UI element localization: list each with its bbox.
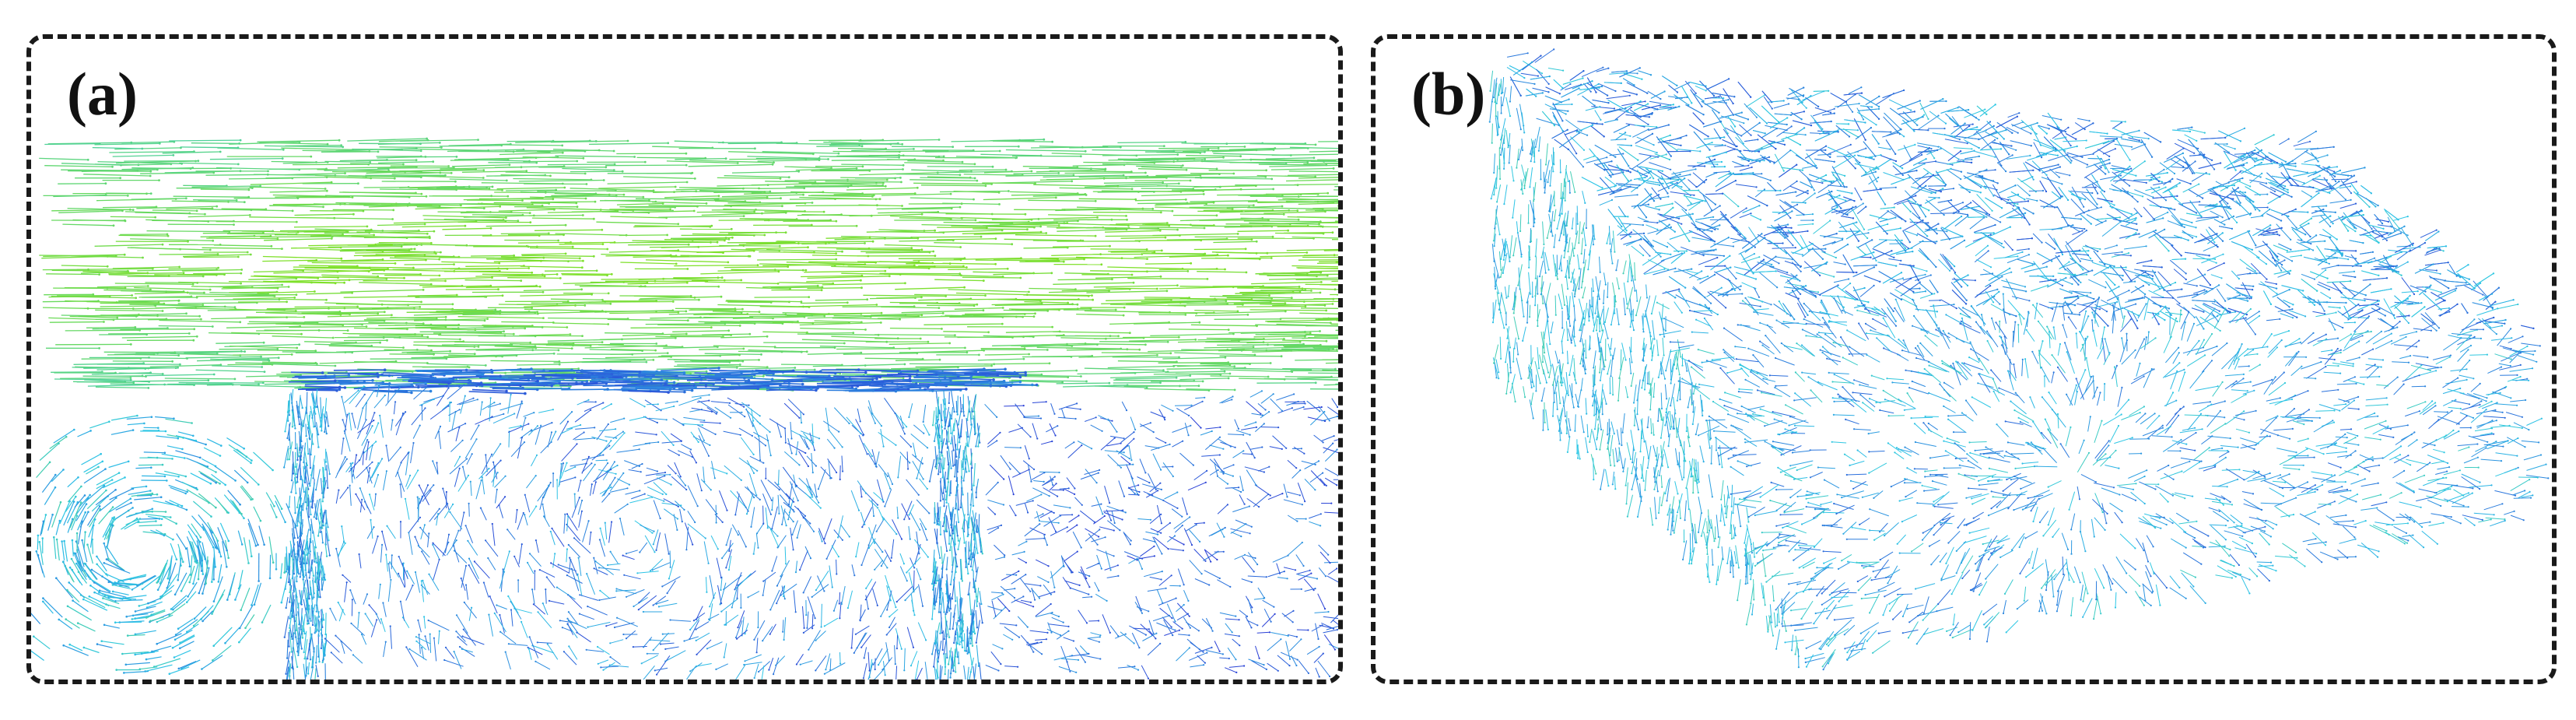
panel-b: (b) <box>1371 34 2557 684</box>
velocity-vector-field-3d <box>1488 48 2550 671</box>
panel-a: (a) <box>26 34 1343 684</box>
panel-a-label: (a) <box>67 60 138 128</box>
velocity-vector-field-2d <box>31 137 1338 680</box>
panel-b-label: (b) <box>1411 60 1486 128</box>
